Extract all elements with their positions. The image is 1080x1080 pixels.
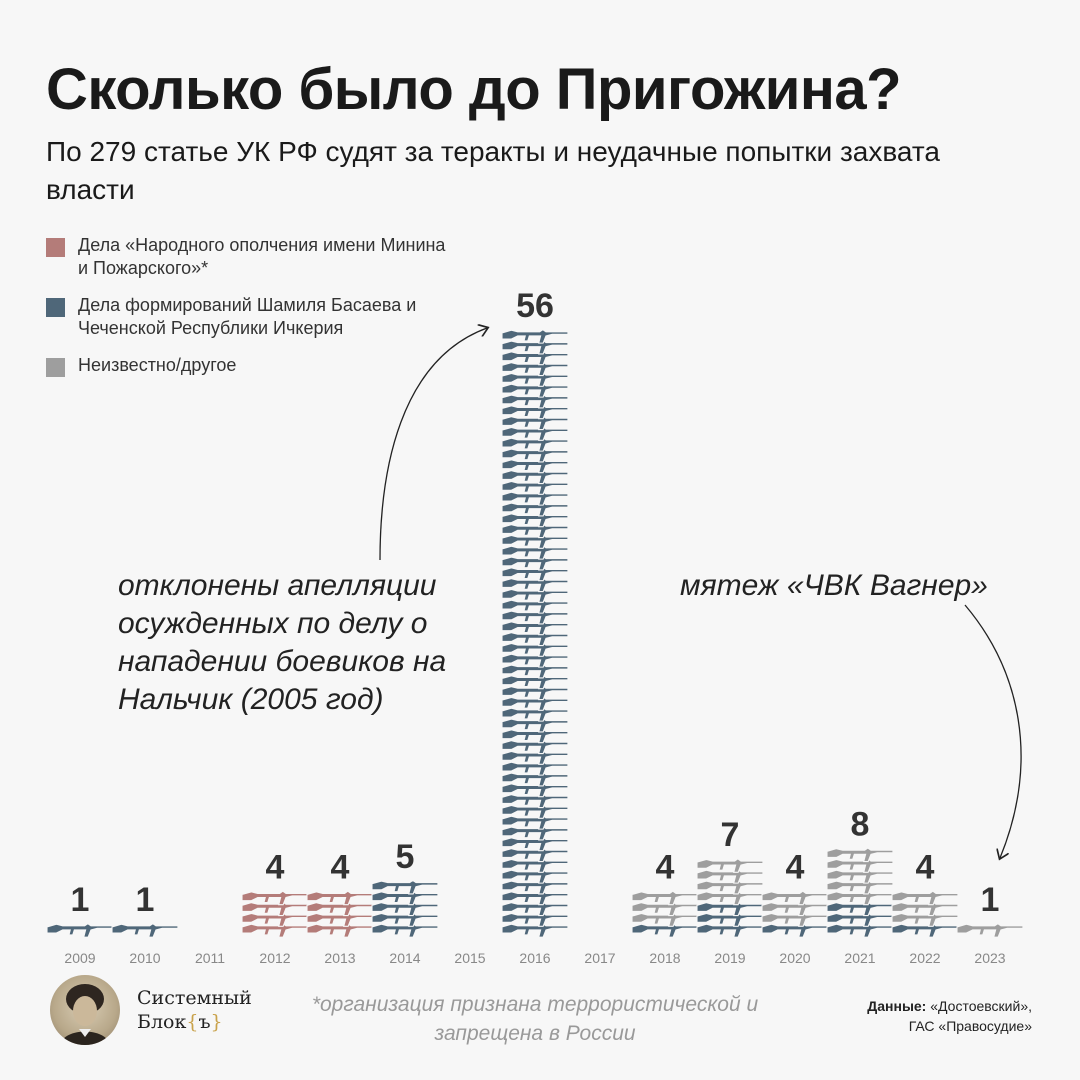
- data-source: Данные: «Достоевский», ГАС «Правосудие»: [867, 996, 1032, 1036]
- avatar: [50, 975, 120, 1045]
- rifle-icon: [826, 922, 894, 938]
- chart-title: Сколько было до Пригожина?: [46, 57, 902, 122]
- rifle-icon: [371, 922, 439, 938]
- chart-subtitle: По 279 статье УК РФ судят за теракты и н…: [46, 136, 940, 205]
- annotation-arrow-nalchik: [379, 328, 487, 561]
- x-tick-label: 2013: [324, 950, 355, 966]
- rifle-icon: [241, 922, 309, 938]
- x-tick-label: 2011: [195, 950, 225, 966]
- footnote: *организация признана террористической и…: [311, 993, 759, 1045]
- rifle-stacks: [46, 328, 1024, 938]
- annotation-nalchik: отклонены апелляции осужденных по делу о…: [118, 569, 447, 716]
- rifle-icon: [306, 890, 374, 906]
- x-tick-label: 2020: [779, 950, 810, 966]
- brand-letter: ъ: [198, 1011, 211, 1033]
- source-label: Данные:: [867, 998, 927, 1014]
- x-tick-label: 2009: [64, 950, 95, 966]
- rifle-icon: [306, 922, 374, 938]
- total-label: 5: [396, 838, 415, 876]
- total-label: 4: [786, 849, 805, 887]
- legend-swatch-basaev: [46, 298, 65, 317]
- legend-swatch-minin: [46, 238, 65, 257]
- legend-item-minin: Дела «Народного ополчения имени Минина и…: [46, 234, 446, 280]
- x-tick-label: 2017: [584, 950, 615, 966]
- source-line1: Данные: «Достоевский»,: [867, 996, 1032, 1016]
- brand-logo: Системный Блок{ъ}: [50, 975, 252, 1045]
- rifle-icon: [501, 328, 569, 344]
- rifle-icon: [696, 922, 764, 938]
- rifle-icon: [761, 890, 829, 906]
- annotation-arrow-wagner: [964, 604, 1022, 858]
- total-labels: 1 1 4 4 5 56 4 7 4 8 4 1: [71, 287, 1000, 919]
- total-label: 1: [981, 881, 1000, 919]
- rifle-icon: [501, 922, 569, 938]
- rifle-icon: [696, 858, 764, 873]
- rifle-icon: [371, 879, 439, 895]
- total-label: 4: [656, 849, 675, 887]
- brand-brace-close: }: [210, 1011, 223, 1033]
- legend: Дела «Народного ополчения имени Минина и…: [46, 234, 446, 391]
- x-tick-label: 2022: [909, 950, 940, 966]
- x-tick-label: 2015: [454, 950, 485, 966]
- x-tick-label: 2010: [129, 950, 160, 966]
- x-axis-tick-labels: 2009 2010 2011 2012 2013 2014 2015 2016 2017 2018…: [64, 950, 1005, 966]
- x-tick-label: 2018: [649, 950, 680, 966]
- rifle-icon: [956, 922, 1024, 938]
- total-label: 1: [71, 881, 90, 919]
- rifle-icon: [891, 922, 959, 938]
- total-label: 4: [266, 849, 285, 887]
- x-tick-label: 2016: [519, 950, 550, 966]
- total-label: 1: [136, 881, 155, 919]
- total-label: 7: [721, 816, 740, 854]
- legend-label-basaev: Дела формирований Шамиля Басаева и Чечен…: [78, 295, 417, 338]
- total-label: 4: [331, 849, 350, 887]
- rifle-icon: [241, 890, 309, 906]
- brand-line1: Системный: [137, 987, 252, 1009]
- rifle-icon: [631, 922, 699, 938]
- x-tick-label: 2019: [714, 950, 745, 966]
- legend-swatch-other: [46, 358, 65, 377]
- brand-line2: Блок{ъ}: [137, 1010, 252, 1034]
- total-label: 4: [916, 849, 935, 887]
- rifle-icon: [891, 890, 959, 906]
- rifle-icon: [111, 922, 179, 938]
- rifle-icon: [761, 922, 829, 938]
- brand-name: Системный Блок{ъ}: [137, 986, 252, 1034]
- rifle-icon: [631, 890, 699, 906]
- source-line2: ГАС «Правосудие»: [908, 1018, 1032, 1034]
- brand-word: Блок: [137, 1011, 187, 1033]
- total-label: 8: [851, 805, 870, 843]
- x-tick-label: 2012: [259, 950, 290, 966]
- legend-item-basaev: Дела формирований Шамиля Басаева и Чечен…: [46, 294, 446, 340]
- brand-brace-open: {: [186, 1011, 199, 1033]
- total-label: 56: [516, 287, 554, 325]
- legend-label-minin: Дела «Народного ополчения имени Минина и…: [78, 235, 446, 278]
- source-name1: «Достоевский»,: [930, 998, 1032, 1014]
- x-tick-label: 2021: [844, 950, 875, 966]
- x-tick-label: 2023: [974, 950, 1005, 966]
- rifle-icon: [826, 847, 894, 863]
- legend-label-other: Неизвестно/другое: [78, 355, 237, 375]
- rifle-icon: [46, 922, 114, 938]
- annotation-wagner: мятеж «ЧВК Вагнер»: [680, 569, 988, 602]
- legend-item-other: Неизвестно/другое: [46, 354, 446, 377]
- x-tick-label: 2014: [389, 950, 420, 966]
